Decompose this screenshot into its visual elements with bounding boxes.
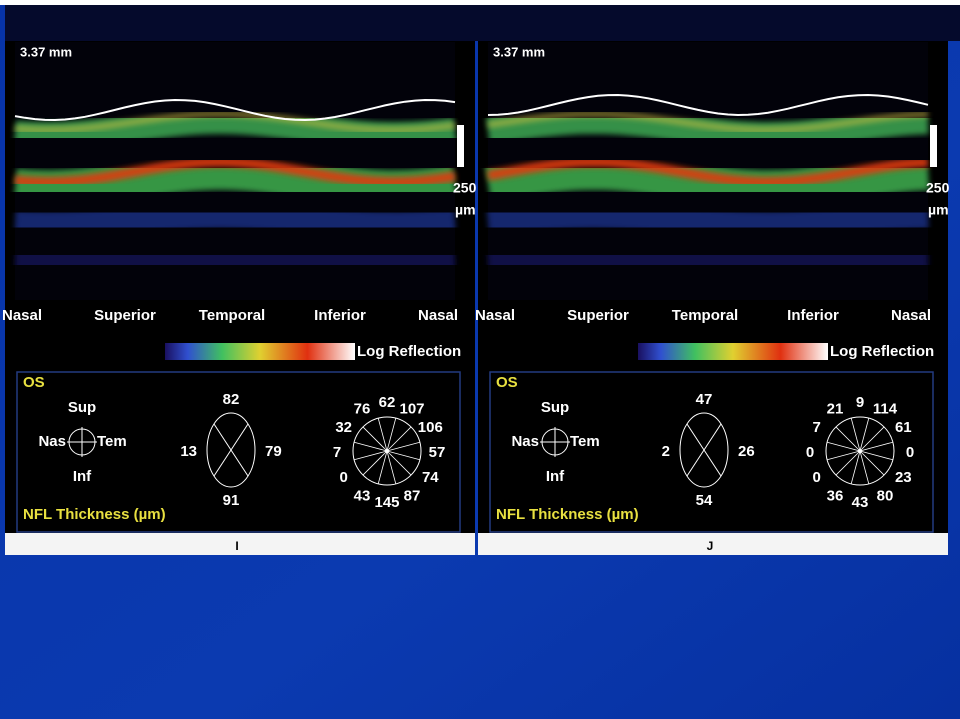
quadrant-value: 13 bbox=[180, 443, 197, 460]
color-bar bbox=[165, 343, 355, 360]
compass-tem: Tem bbox=[97, 433, 127, 450]
scale-label: 3.37 mm bbox=[493, 44, 545, 59]
clock-value: 21 bbox=[827, 401, 844, 418]
top-edge bbox=[0, 0, 960, 5]
clock-center bbox=[385, 449, 389, 453]
clock-value: 43 bbox=[354, 487, 371, 504]
quadrant-value: 26 bbox=[738, 443, 755, 460]
oct-layer bbox=[15, 214, 455, 226]
color-bar-label: Log Reflection bbox=[830, 343, 934, 360]
clock-value: 43 bbox=[852, 494, 869, 511]
position-label: Superior bbox=[567, 307, 629, 324]
page: 3.37 mm 250 µm Nasal Superior Temporal Inferio… bbox=[0, 0, 960, 719]
title-bar bbox=[5, 5, 960, 41]
compass-inf: Inf bbox=[73, 468, 92, 485]
clock-value: 57 bbox=[429, 444, 446, 461]
oct-layer bbox=[15, 256, 455, 264]
clock-value: 62 bbox=[379, 394, 396, 411]
clock-value: 106 bbox=[418, 419, 443, 436]
clock-value: 0 bbox=[340, 469, 348, 486]
position-label: Nasal bbox=[418, 307, 458, 324]
compass-sup: Sup bbox=[541, 399, 569, 416]
clock-value: 80 bbox=[877, 487, 894, 504]
scale-bar-value: 250 bbox=[926, 180, 950, 196]
position-label: Nasal bbox=[891, 307, 931, 324]
scale-bar bbox=[930, 125, 937, 167]
quadrant-value: 47 bbox=[696, 391, 713, 408]
compass-sup: Sup bbox=[68, 399, 96, 416]
clock-value: 107 bbox=[399, 401, 424, 418]
compass-nas: Nas bbox=[511, 433, 539, 450]
clock-value: 23 bbox=[895, 469, 912, 486]
oct-layer bbox=[488, 256, 928, 264]
clock-value: 145 bbox=[374, 494, 399, 511]
panel: 3.37 mm 250 µm Nasal Superior Temporal Inferio… bbox=[2, 41, 477, 555]
clock-value: 87 bbox=[404, 487, 421, 504]
caption: J bbox=[707, 539, 714, 553]
clock-value: 0 bbox=[906, 444, 914, 461]
scale-bar bbox=[457, 125, 464, 167]
position-label: Inferior bbox=[787, 307, 839, 324]
eye-label: OS bbox=[496, 374, 518, 391]
clock-value: 0 bbox=[813, 469, 821, 486]
footer-label: NFL Thickness (µm) bbox=[496, 506, 639, 523]
scale-bar-unit: µm bbox=[455, 202, 476, 218]
position-label: Nasal bbox=[475, 307, 515, 324]
panel: 3.37 mm 250 µm Nasal Superior Temporal Inferio… bbox=[475, 41, 950, 555]
eye-label: OS bbox=[23, 374, 45, 391]
compass-inf: Inf bbox=[546, 468, 565, 485]
clock-value: 0 bbox=[806, 444, 814, 461]
color-bar-label: Log Reflection bbox=[357, 343, 461, 360]
clock-value: 74 bbox=[422, 469, 439, 486]
clock-value: 32 bbox=[335, 419, 352, 436]
quadrant-value: 54 bbox=[696, 492, 713, 509]
position-label: Temporal bbox=[672, 307, 738, 324]
clock-center bbox=[858, 449, 862, 453]
quadrant-value: 91 bbox=[223, 492, 240, 509]
quadrant-value: 79 bbox=[265, 443, 282, 460]
scale-label: 3.37 mm bbox=[20, 44, 72, 59]
clock-value: 61 bbox=[895, 419, 912, 436]
color-bar bbox=[638, 343, 828, 360]
footer-label: NFL Thickness (µm) bbox=[23, 506, 166, 523]
clock-value: 7 bbox=[813, 419, 821, 436]
clock-value: 114 bbox=[873, 401, 898, 418]
position-label: Superior bbox=[94, 307, 156, 324]
scale-bar-value: 250 bbox=[453, 180, 477, 196]
caption: I bbox=[235, 539, 238, 553]
quadrant-value: 2 bbox=[662, 443, 670, 460]
slide: 3.37 mm 250 µm Nasal Superior Temporal Inferio… bbox=[0, 0, 960, 719]
scale-bar-unit: µm bbox=[928, 202, 949, 218]
clock-value: 7 bbox=[333, 444, 341, 461]
position-label: Inferior bbox=[314, 307, 366, 324]
clock-value: 36 bbox=[827, 487, 844, 504]
oct-layer bbox=[488, 214, 928, 226]
compass-nas: Nas bbox=[38, 433, 66, 450]
quadrant-value: 82 bbox=[223, 391, 240, 408]
position-label: Temporal bbox=[199, 307, 265, 324]
clock-value: 9 bbox=[856, 394, 864, 411]
position-label: Nasal bbox=[2, 307, 42, 324]
clock-value: 76 bbox=[354, 401, 371, 418]
compass-tem: Tem bbox=[570, 433, 600, 450]
